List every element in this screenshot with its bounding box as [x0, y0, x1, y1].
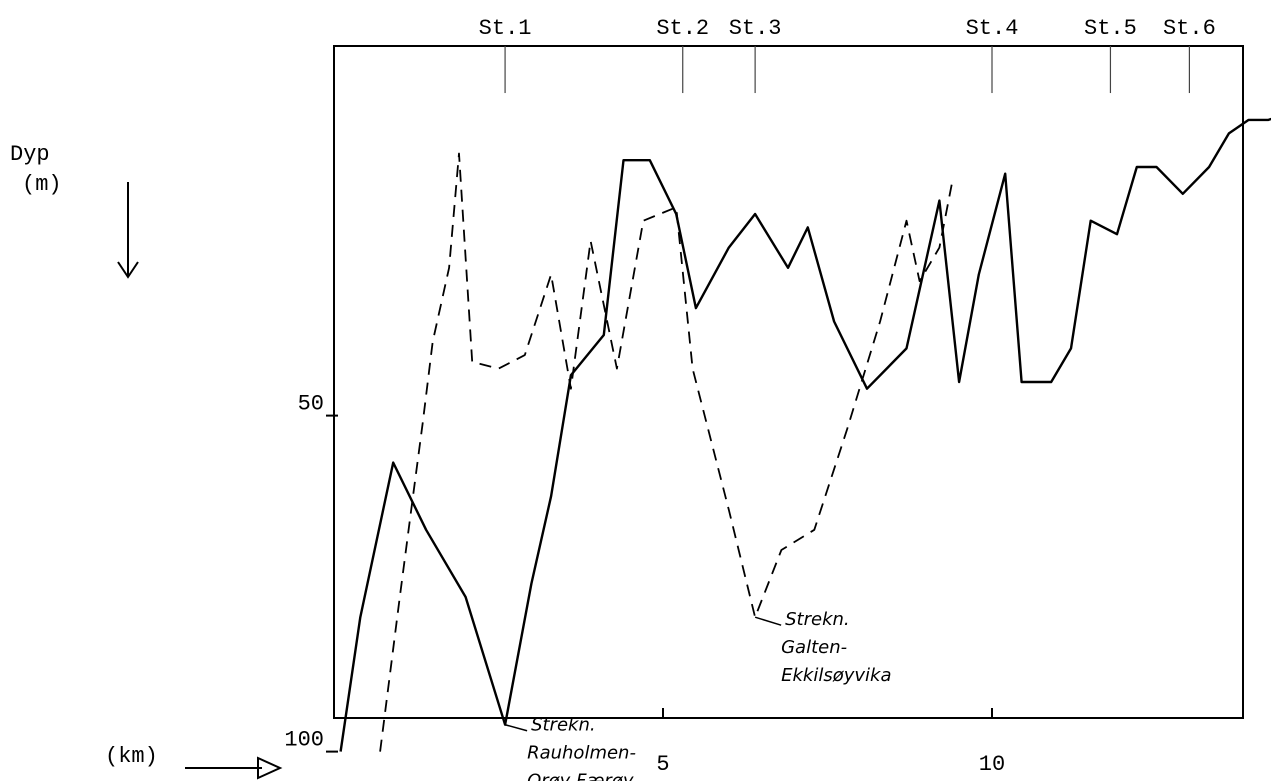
down-arrow-icon: [117, 182, 139, 279]
station-label: St.5: [1084, 16, 1137, 41]
annotation-text: Galten-: [781, 637, 847, 658]
annotation-pointer: [504, 723, 528, 732]
station-label: St.4: [966, 16, 1019, 41]
axis-ticks: 50 100 5 10: [284, 392, 1005, 777]
plot-frame: [333, 45, 1244, 719]
annotation-text: Orøy-Færøy: [527, 771, 634, 781]
annotation-text: Strekn.: [785, 609, 850, 630]
station-label: St.2: [656, 16, 709, 41]
station-markers: St.1 St.2 St.3 St.4 St.5 St.6: [479, 16, 1216, 94]
annotation-pointer: [754, 616, 782, 626]
series-line: [339, 117, 1271, 752]
y-axis-label-line1: Dyp: [10, 142, 50, 167]
station-label: St.3: [729, 16, 782, 41]
x-axis-label: (km): [105, 744, 158, 769]
right-arrow-icon: [185, 756, 283, 780]
y-tick-label: 50: [298, 392, 324, 417]
y-axis-label-line2: (m): [22, 172, 62, 197]
x-tick-label: 5: [656, 752, 669, 777]
annotation-text: Ekkilsøyvika: [781, 665, 891, 686]
x-tick-label: 10: [979, 752, 1005, 777]
station-label: St.1: [479, 16, 532, 41]
series-line: [379, 152, 954, 752]
series-lines: [339, 117, 1271, 752]
y-tick-label: 100: [284, 728, 324, 753]
annotation-text: Strekn.: [531, 715, 596, 736]
annotation-text: Rauholmen-: [527, 743, 636, 764]
annotations: Strekn. Rauholmen- Orøy-Færøy Strekn. Galten…: [504, 609, 891, 781]
station-label: St.6: [1163, 16, 1216, 41]
